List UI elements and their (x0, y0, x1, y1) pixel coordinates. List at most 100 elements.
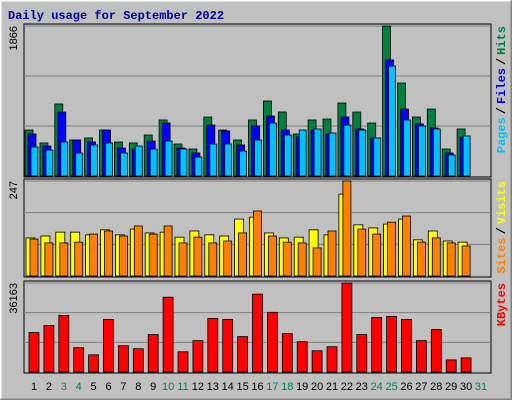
y-tick-label: 247 (8, 181, 20, 199)
bar (59, 242, 69, 277)
bar (75, 152, 84, 177)
bar (283, 134, 292, 177)
bar (134, 145, 143, 177)
legend: KBytes (495, 283, 509, 326)
bar (327, 230, 337, 277)
bar (356, 334, 368, 373)
bar (445, 359, 457, 373)
bar (239, 150, 248, 177)
bar (387, 221, 397, 277)
bar (177, 351, 189, 373)
bar (132, 348, 144, 373)
bar (446, 242, 456, 277)
bar (89, 233, 98, 277)
x-tick-label: 10 (162, 381, 174, 393)
bar (58, 314, 70, 373)
x-tick-label: 31 (475, 381, 487, 393)
x-tick-label: 7 (120, 381, 126, 393)
bar (297, 242, 307, 277)
bar (282, 241, 292, 277)
bar (266, 311, 278, 373)
bar (296, 341, 308, 373)
x-tick-label: 26 (400, 381, 412, 393)
x-tick-label: 13 (207, 381, 219, 393)
bar (224, 143, 233, 177)
bar (119, 235, 128, 277)
bar (343, 124, 352, 177)
bar (148, 233, 158, 277)
bar (253, 210, 262, 277)
bar (133, 225, 143, 277)
bar (164, 140, 173, 177)
bar (209, 143, 218, 177)
bar (73, 347, 85, 373)
x-tick-label: 18 (281, 381, 293, 393)
legend-entry: Sites (495, 237, 509, 273)
bar (147, 334, 159, 373)
bar (313, 128, 322, 177)
x-tick-label: 30 (460, 381, 472, 393)
x-tick-label: 29 (445, 381, 457, 393)
x-tick-label: 19 (296, 381, 308, 393)
bar (162, 296, 174, 373)
bar (402, 215, 411, 277)
bar (417, 125, 426, 177)
x-tick-label: 20 (311, 381, 323, 393)
bar (326, 346, 338, 373)
bar (193, 236, 203, 277)
bar (74, 241, 84, 277)
bar (43, 325, 55, 373)
x-tick-label: 6 (105, 381, 111, 393)
legend-separator: / (495, 58, 509, 65)
bar (357, 228, 367, 277)
legend-separator: / (495, 227, 509, 234)
bar (45, 149, 54, 177)
bar (341, 282, 353, 373)
bar (386, 315, 398, 373)
bar (179, 148, 188, 177)
x-tick-label: 4 (76, 381, 82, 393)
bar (281, 333, 293, 373)
x-tick-label: 24 (371, 381, 383, 393)
bar (149, 148, 158, 177)
chart-title: Daily usage for September 2022 (8, 9, 224, 23)
bar (312, 247, 322, 277)
bar (104, 230, 113, 277)
bar (416, 241, 426, 277)
bar (358, 129, 367, 177)
legend-entry: Pages (495, 117, 509, 153)
bar (44, 242, 54, 277)
bar (268, 122, 277, 177)
x-tick-label: 23 (356, 381, 368, 393)
legend: Sites / Visits (495, 181, 509, 273)
bar (207, 317, 219, 373)
x-tick-label: 22 (341, 381, 353, 393)
x-tick-label: 21 (326, 381, 338, 393)
bar (342, 180, 352, 277)
legend: Pages / Files / Hits (495, 26, 509, 153)
bar (311, 350, 323, 373)
legend-entry: Files (495, 68, 509, 104)
y-tick-label: 36163 (8, 283, 20, 314)
bar (118, 345, 129, 373)
bar (401, 319, 412, 373)
bar (178, 242, 188, 277)
x-tick-label: 8 (135, 381, 141, 393)
y-tick-label: 1866 (8, 26, 20, 50)
x-tick-label: 28 (430, 381, 442, 393)
x-tick-label: 16 (251, 381, 263, 393)
bar (208, 242, 218, 277)
bar (238, 232, 248, 277)
bar (237, 336, 249, 373)
bar (371, 316, 383, 373)
bar (252, 293, 263, 373)
bar (372, 233, 382, 277)
bar (222, 319, 234, 373)
bar (254, 139, 262, 177)
bar (388, 65, 397, 177)
legend-entry: Visits (495, 181, 509, 224)
legend-entry: Hits (495, 26, 509, 55)
x-tick-label: 25 (385, 381, 397, 393)
x-tick-label: 9 (150, 381, 156, 393)
